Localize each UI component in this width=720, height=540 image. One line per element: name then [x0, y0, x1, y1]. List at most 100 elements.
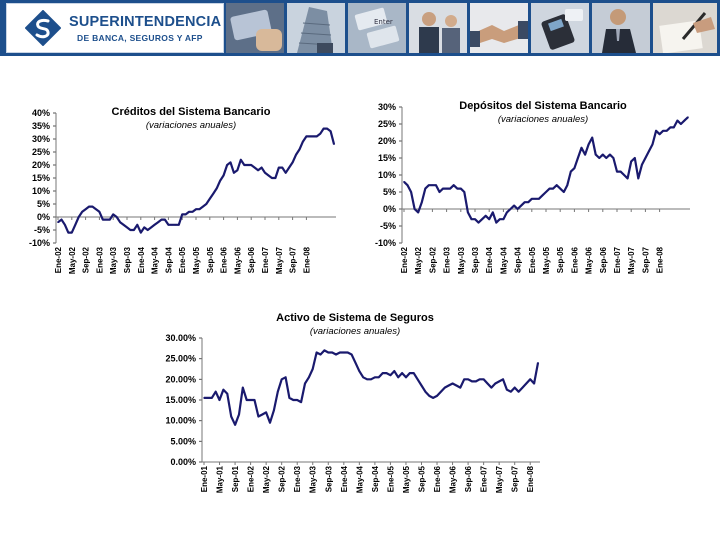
data-point — [229, 161, 232, 164]
data-point — [284, 376, 287, 379]
data-point — [222, 388, 225, 391]
data-point — [112, 213, 114, 216]
data-point — [409, 372, 411, 374]
logo[interactable]: SUPERINTENDENCIA DE BANCA, SEGUROS Y AFP — [6, 3, 224, 53]
data-point — [153, 224, 156, 226]
data-point — [499, 218, 501, 220]
terminal-icon — [531, 3, 589, 53]
data-point — [481, 218, 483, 220]
data-point — [509, 208, 512, 210]
x-tick-label: Ene-04 — [485, 246, 494, 273]
data-point — [525, 382, 528, 385]
data-point — [305, 135, 308, 138]
data-point — [222, 174, 225, 177]
data-point — [377, 376, 380, 379]
x-tick-label: May-06 — [585, 246, 594, 274]
data-point — [488, 218, 490, 220]
x-tick-label: Sep-06 — [247, 246, 256, 273]
data-point — [534, 198, 537, 200]
x-tick-label: Sep-04 — [164, 246, 173, 273]
data-point — [60, 218, 63, 221]
data-point — [523, 201, 526, 203]
x-tick-label: Sep-03 — [471, 246, 480, 273]
data-point — [602, 153, 604, 156]
building-icon — [287, 3, 345, 53]
x-tick-label: Ene-02 — [247, 465, 256, 492]
chart-title: Activo de Sistema de Seguros — [276, 312, 434, 324]
data-point — [381, 372, 384, 374]
x-tick-label: May-06 — [449, 465, 458, 493]
data-point — [250, 164, 252, 166]
data-point — [389, 374, 392, 376]
data-point — [280, 378, 283, 381]
data-point — [269, 421, 271, 424]
x-tick-label: May-02 — [414, 246, 423, 274]
y-tick-label: 35% — [32, 121, 50, 131]
data-point — [442, 187, 444, 190]
data-point — [494, 382, 497, 385]
data-point — [538, 198, 540, 200]
data-point — [662, 130, 664, 132]
x-tick-label: Sep-04 — [514, 246, 523, 273]
data-point — [651, 143, 654, 146]
data-point — [77, 216, 80, 218]
data-point — [167, 224, 170, 226]
data-point — [126, 226, 128, 229]
x-tick-label: Ene-04 — [137, 246, 146, 273]
x-tick-label: Sep-06 — [464, 465, 473, 492]
data-point — [537, 362, 539, 364]
data-point — [315, 135, 318, 138]
data-point — [184, 213, 187, 216]
data-point — [291, 161, 294, 164]
data-point — [265, 411, 267, 414]
data-point — [484, 215, 487, 217]
logo-icon — [25, 10, 61, 46]
data-point — [428, 184, 430, 186]
data-point — [548, 187, 551, 190]
data-point — [209, 198, 211, 200]
data-point — [198, 208, 201, 210]
x-tick-label: May-07 — [275, 246, 284, 274]
x-tick-label: May-02 — [262, 465, 271, 493]
data-point — [74, 224, 77, 226]
data-point — [545, 191, 547, 193]
x-tick-label: Sep-07 — [511, 465, 520, 492]
data-point — [214, 390, 217, 393]
data-point — [467, 378, 469, 381]
data-point — [440, 390, 442, 393]
data-point — [257, 169, 259, 171]
data-point — [274, 177, 277, 179]
header-banner: SUPERINTENDENCIA DE BANCA, SEGUROS Y AFP… — [0, 0, 720, 56]
data-point — [630, 160, 632, 163]
data-point — [477, 221, 480, 224]
data-point — [218, 399, 221, 401]
data-point — [486, 382, 489, 385]
x-tick-label: May-07 — [627, 246, 636, 274]
y-tick-label: -10% — [29, 238, 50, 248]
data-point — [520, 204, 522, 207]
data-point — [531, 198, 533, 200]
data-point — [366, 378, 368, 381]
y-tick-label: 5.00% — [170, 436, 196, 446]
data-point — [562, 191, 565, 193]
people-icon — [409, 3, 467, 53]
x-tick-label: May-04 — [499, 246, 508, 274]
data-point — [470, 218, 473, 220]
data-point — [533, 382, 535, 385]
data-point — [278, 166, 280, 169]
data-point — [108, 218, 111, 221]
data-point — [435, 184, 437, 186]
data-point — [276, 390, 279, 393]
y-tick-label: 15% — [32, 173, 50, 183]
data-point — [226, 164, 228, 166]
data-point — [609, 153, 611, 156]
data-point — [438, 191, 441, 193]
chart-subtitle: (variaciones anuales) — [146, 120, 236, 131]
data-point — [431, 184, 434, 186]
chart-seguros: Activo de Sistema de Seguros (variacione… — [165, 312, 540, 493]
y-tick-label: 25% — [32, 147, 50, 157]
data-point — [202, 205, 204, 208]
data-point — [327, 351, 330, 354]
data-point — [491, 211, 494, 214]
data-point — [452, 184, 455, 186]
